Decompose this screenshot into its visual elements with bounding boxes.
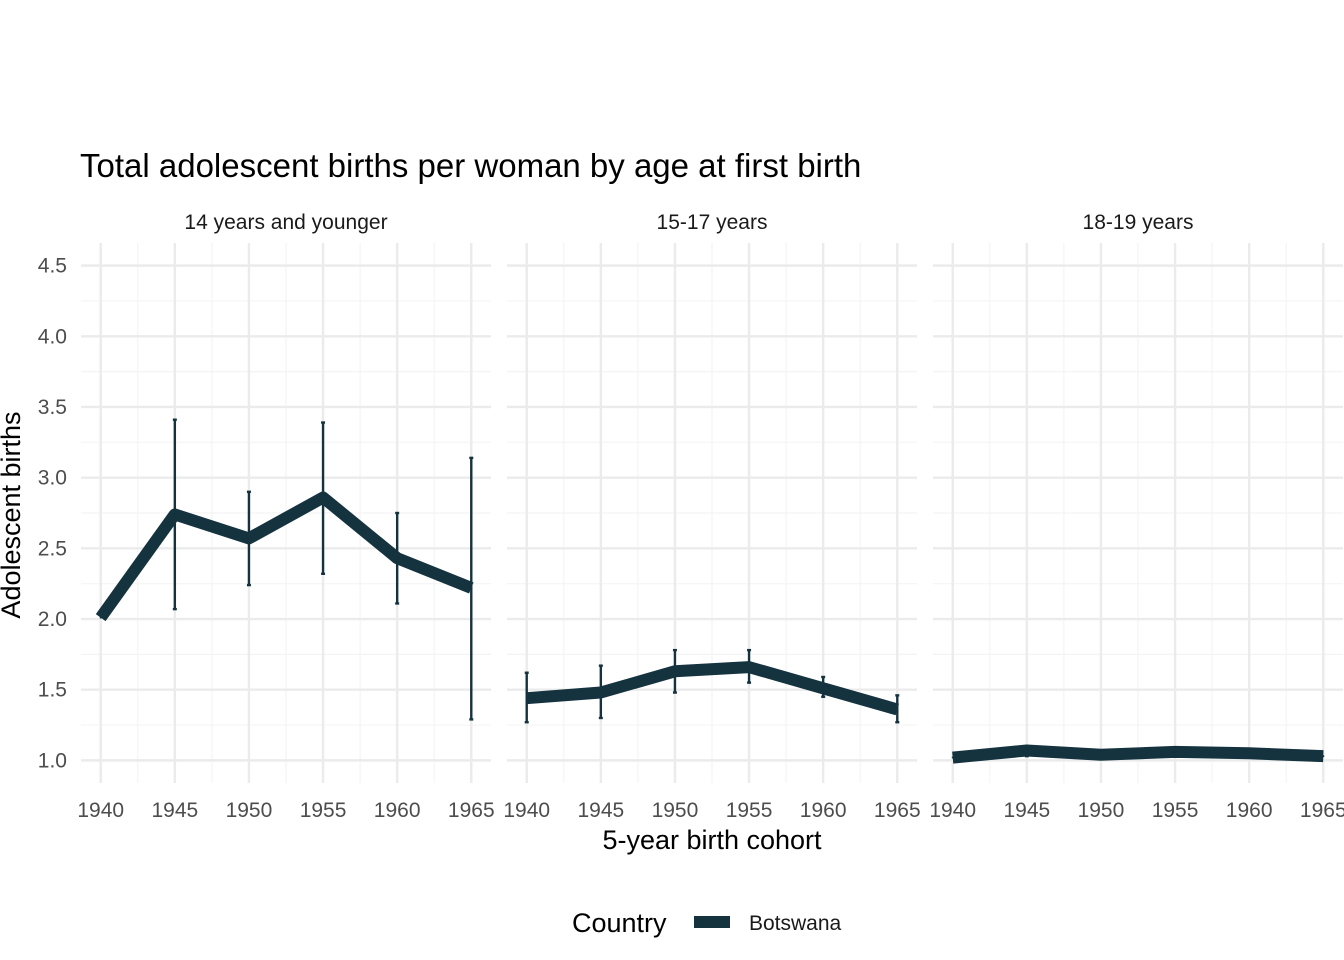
y-tick-label: 4.5 [38,255,67,278]
data-point [1099,753,1102,756]
x-tick-label: 1960 [800,799,847,822]
x-tick-label: 1945 [577,799,624,822]
y-axis-title: Adolescent births [0,411,26,618]
y-tick-label: 3.5 [38,396,67,419]
x-tick-label: 1960 [1226,799,1273,822]
data-point [951,756,954,759]
series-line-botswana [95,491,474,622]
data-point [1174,750,1177,753]
x-tick-label: 1940 [503,799,550,822]
data-point [896,708,899,711]
series-line-botswana [952,744,1324,764]
data-point [599,691,602,694]
data-point [322,496,325,499]
y-tick-label: 2.0 [38,608,67,631]
facet-panel-1: 14 years and younger 1940 1945 1950 1955 1960… [38,211,495,822]
data-point [470,586,473,589]
x-tick-label: 1965 [448,799,495,822]
data-point [525,697,528,700]
data-point [396,557,399,560]
data-point [173,513,176,516]
x-tick-label: 1955 [726,799,773,822]
legend-title: Country [572,908,667,938]
data-point [1322,755,1325,758]
x-tick-label: 1955 [1152,799,1199,822]
chart-title: Total adolescent births per woman by age… [80,147,861,184]
facet-panel-2: 15-17 years 1940 1945 1950 1955 1960 1965 [503,211,920,822]
y-tick-label: 1.0 [38,749,67,772]
x-tick-label: 1945 [1003,799,1050,822]
x-tick-label: 1940 [929,799,976,822]
y-tick-label: 1.5 [38,679,67,702]
series-line-botswana [526,661,899,716]
facet-panels: 14 years and younger 1940 1945 1950 1955 1960… [38,211,1344,822]
facet-strip-label: 14 years and younger [184,211,387,234]
legend: Country Botswana [572,908,842,938]
x-tick-label: 1955 [300,799,347,822]
facet-strip-label: 15-17 years [657,211,768,234]
facet-strip-label: 18-19 years [1083,211,1194,234]
data-point [247,537,250,540]
data-point [99,616,102,619]
data-point [822,687,825,690]
x-tick-label: 1945 [151,799,198,822]
data-point [748,666,751,669]
x-tick-label: 1950 [226,799,273,822]
y-tick-label: 4.0 [38,325,67,348]
x-tick-label: 1960 [374,799,421,822]
data-point [1025,749,1028,752]
data-point [673,670,676,673]
x-tick-label: 1950 [652,799,699,822]
x-tick-label: 1950 [1078,799,1125,822]
facet-panel-3: 18-19 years 1940 1945 1950 1955 1960 1965 [929,211,1344,822]
x-tick-label: 1965 [874,799,921,822]
x-tick-label: 1965 [1300,799,1344,822]
data-point [1248,752,1251,755]
y-tick-label: 3.0 [38,467,67,490]
x-tick-label: 1940 [77,799,124,822]
y-tick-label: 2.5 [38,537,67,560]
legend-key-botswana [694,916,730,928]
legend-label-botswana: Botswana [749,912,842,935]
x-axis-title: 5-year birth cohort [602,825,822,855]
